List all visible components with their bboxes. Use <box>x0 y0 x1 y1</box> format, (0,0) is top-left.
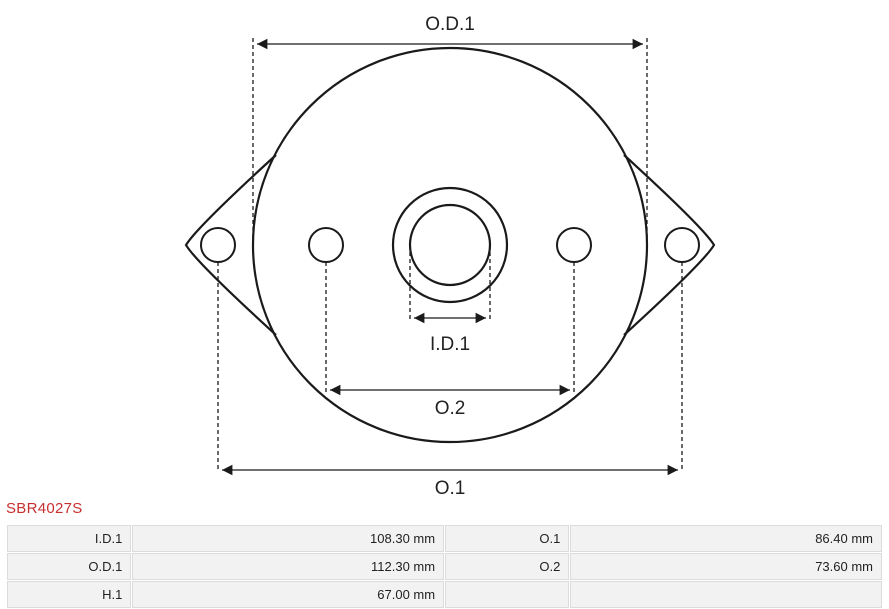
bolt-hole-right <box>557 228 591 262</box>
diagram-area: O.D.1 I.D.1 O.2 O.1 <box>0 0 889 500</box>
spec-value: 112.30 mm <box>132 553 444 580</box>
bolt-hole-left <box>309 228 343 262</box>
spec-value: 108.30 mm <box>132 525 444 552</box>
label-o2: O.2 <box>435 398 466 419</box>
label-od1: O.D.1 <box>425 14 475 35</box>
spec-value <box>570 581 882 608</box>
label-o1: O.1 <box>435 478 466 499</box>
spec-key: H.1 <box>7 581 131 608</box>
label-id1: I.D.1 <box>430 334 470 355</box>
spec-key: I.D.1 <box>7 525 131 552</box>
body-outline <box>253 48 647 442</box>
table-row: H.1 67.00 mm <box>7 581 882 608</box>
technical-drawing: O.D.1 I.D.1 O.2 O.1 <box>0 0 889 500</box>
spec-key <box>445 581 569 608</box>
center-bore-inner <box>410 205 490 285</box>
spec-table: I.D.1 108.30 mm O.1 86.40 mm O.D.1 112.3… <box>6 524 883 609</box>
spec-key: O.D.1 <box>7 553 131 580</box>
ear-hole-left <box>201 228 235 262</box>
table-row: I.D.1 108.30 mm O.1 86.40 mm <box>7 525 882 552</box>
spec-key: O.1 <box>445 525 569 552</box>
table-row: O.D.1 112.30 mm O.2 73.60 mm <box>7 553 882 580</box>
spec-value: 73.60 mm <box>570 553 882 580</box>
spec-value: 67.00 mm <box>132 581 444 608</box>
spec-value: 86.40 mm <box>570 525 882 552</box>
part-number: SBR4027S <box>6 500 83 517</box>
ear-hole-right <box>665 228 699 262</box>
spec-key: O.2 <box>445 553 569 580</box>
